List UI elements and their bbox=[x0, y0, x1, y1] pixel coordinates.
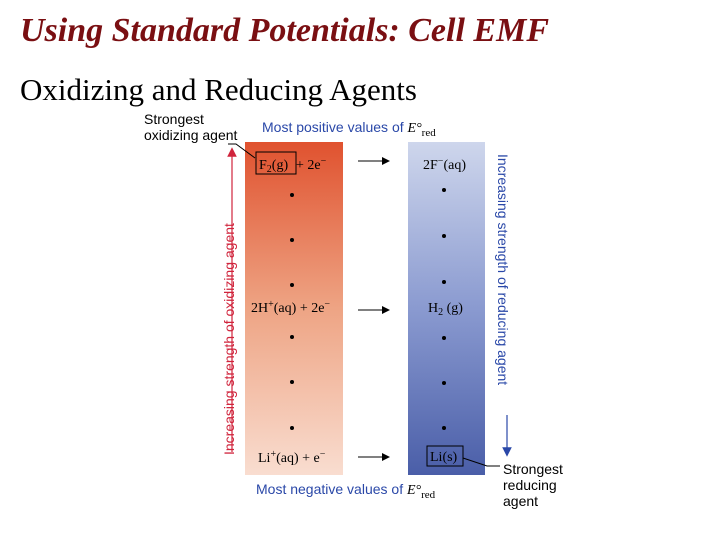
top-reductant-species: 2F−(aq) bbox=[423, 156, 466, 173]
top-potential-label: Most positive values of E°red bbox=[262, 119, 436, 139]
slide-subtitle: Oxidizing and Reducing Agents bbox=[20, 72, 417, 107]
bottom-reductant-species: Li(s) bbox=[430, 450, 458, 465]
strongest-reducing-agent-box bbox=[426, 445, 464, 467]
strongest-reducing-label-line2: reducing bbox=[503, 477, 557, 493]
upper-ellipsis-dots bbox=[290, 188, 446, 287]
strongest-oxidizing-pointer bbox=[228, 143, 256, 159]
oxidizing-agent-column bbox=[245, 142, 343, 475]
strongest-oxidizing-label-line2: oxidizing agent bbox=[144, 127, 238, 143]
strongest-reducing-label-line3: agent bbox=[503, 493, 538, 509]
top-electrons: + 2e− bbox=[296, 156, 327, 173]
strongest-oxidizing-agent-box bbox=[255, 151, 297, 175]
slide-title: Using Standard Potentials: Cell EMF bbox=[20, 12, 549, 49]
top-oxidant-species: F2(g) bbox=[259, 158, 288, 175]
bottom-potential-label: Most negative values of E°red bbox=[256, 481, 436, 501]
middle-reductant-species: H2 (g) bbox=[428, 301, 463, 318]
bottom-oxidant-species: Li+(aq) + e− bbox=[258, 449, 326, 466]
left-axis-label: Increasing strength of oxidizing agent bbox=[221, 223, 237, 455]
reducing-agent-column bbox=[408, 142, 485, 475]
strongest-reducing-label-line1: Strongest bbox=[503, 461, 563, 477]
strongest-reducing-pointer bbox=[462, 457, 500, 467]
right-axis-label: Increasing strength of reducing agent bbox=[495, 154, 511, 385]
strongest-oxidizing-label-line1: Strongest bbox=[144, 111, 204, 127]
lower-ellipsis-dots bbox=[290, 335, 446, 430]
middle-oxidant-species: 2H+(aq) + 2e− bbox=[251, 299, 330, 316]
